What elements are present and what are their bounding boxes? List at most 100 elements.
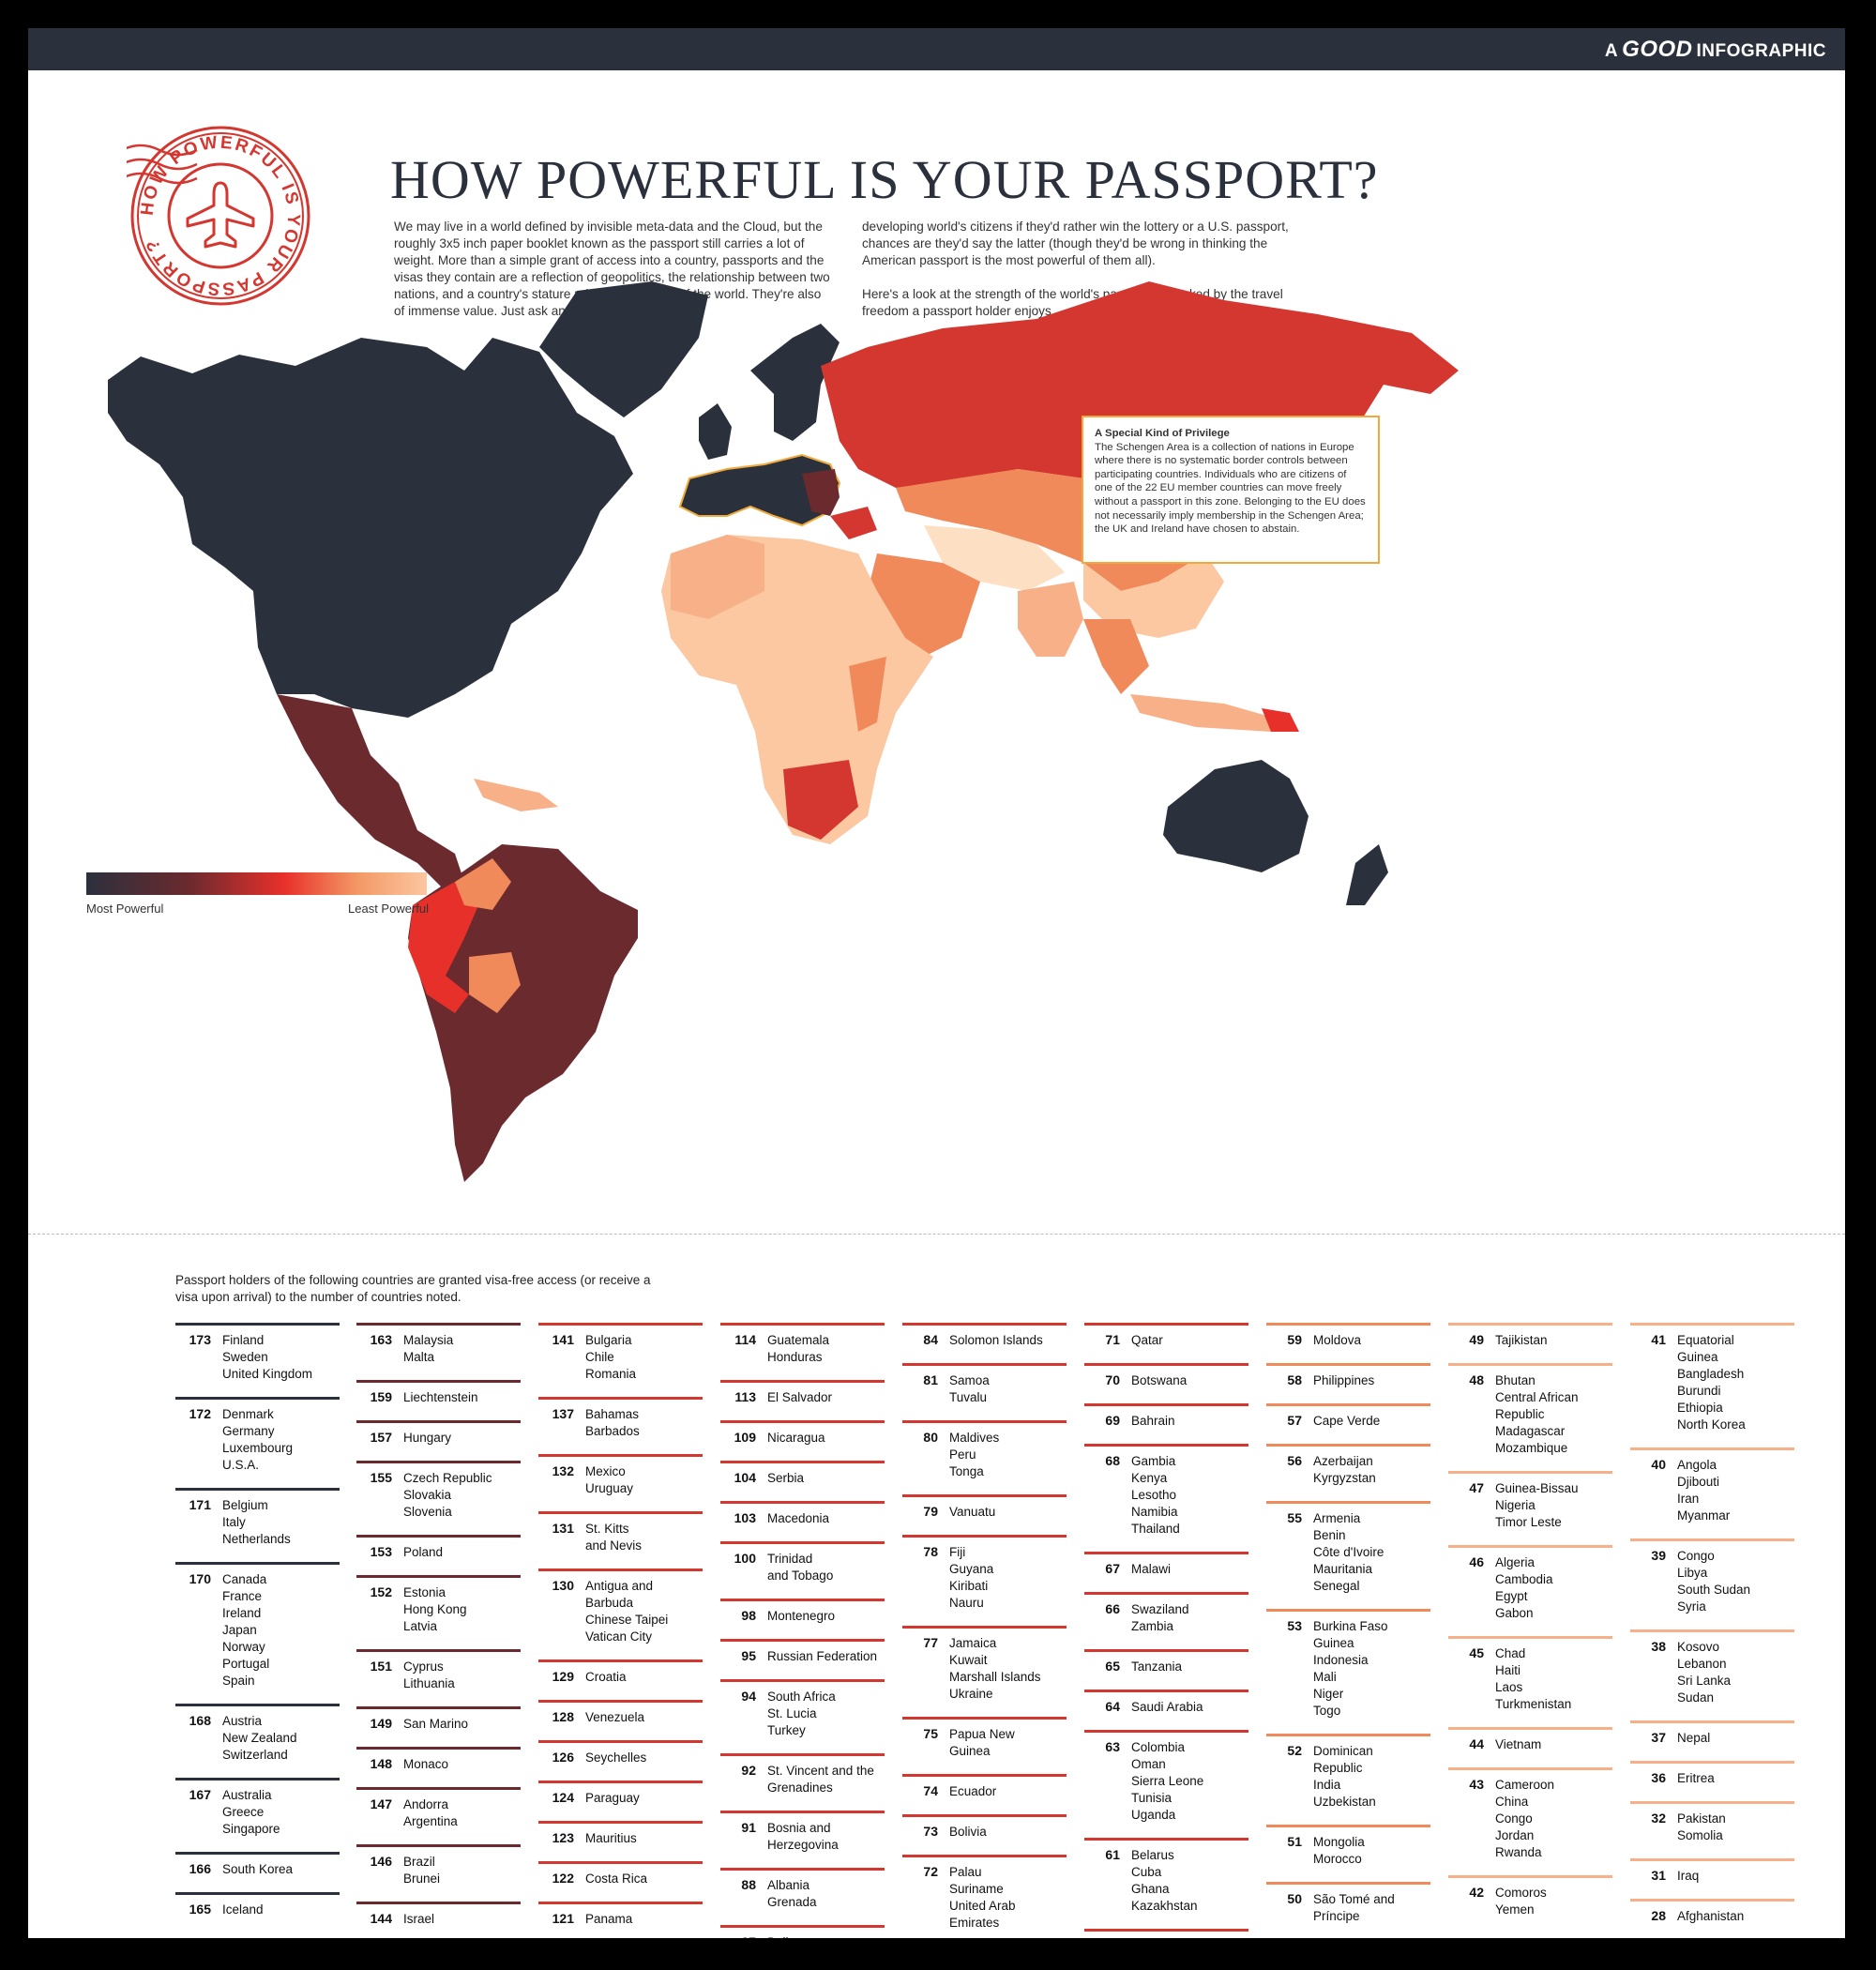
rank-divider-line	[1266, 1501, 1430, 1504]
country-name: Lesotho	[1131, 1488, 1177, 1502]
rank-count: 153	[370, 1544, 392, 1559]
country-name: Republic	[1495, 1407, 1545, 1421]
rank-divider-line	[175, 1778, 340, 1781]
rank-country-list: Philippines	[1313, 1372, 1374, 1389]
rank-count: 124	[552, 1790, 574, 1805]
country-name: Oman	[1131, 1757, 1166, 1771]
brand-mark: GOOD	[1622, 37, 1693, 62]
rank-count: 41	[1651, 1332, 1666, 1347]
country-name: Kyrgyzstan	[1313, 1471, 1376, 1485]
rank-country-list: Cameroon China Congo Jordan Rwanda	[1495, 1777, 1554, 1861]
rank-divider-line	[1084, 1363, 1248, 1366]
country-name: Mali	[1313, 1670, 1337, 1684]
brand-prefix: A	[1604, 41, 1619, 61]
rank-group: 171 Belgium Italy Netherlands	[175, 1488, 340, 1548]
rank-group: 155 Czech Republic Slovakia Slovenia	[356, 1461, 521, 1521]
country-name: Denmark	[222, 1407, 274, 1421]
country-name: Bangladesh	[1677, 1367, 1745, 1381]
country-name: Malta	[403, 1350, 435, 1364]
rank-group: 57 Cape Verde	[1266, 1403, 1430, 1430]
rank-country-list: Canada France Ireland Japan Norway Portugal Sp…	[222, 1571, 269, 1690]
rank-country-list: São Tomé and Príncipe	[1313, 1891, 1395, 1925]
rank-divider-line	[720, 1811, 885, 1813]
rank-country-list: Mongolia Morocco	[1313, 1834, 1365, 1868]
rank-divider-line	[720, 1380, 885, 1383]
rank-divider-line	[1084, 1929, 1248, 1932]
rank-group: 146 Brazil Brunei	[356, 1844, 521, 1887]
country-name: Djibouti	[1677, 1475, 1720, 1489]
rank-country-list: Angola Djibouti Iran Myanmar	[1677, 1457, 1730, 1524]
country-name: Libya	[1677, 1566, 1708, 1580]
rank-divider-line	[356, 1787, 521, 1790]
country-name: Pakistan	[1677, 1811, 1726, 1826]
country-name: Mozambique	[1495, 1441, 1568, 1455]
passport-stamp: HOW POWERFUL IS YOUR PASSPORT?	[127, 126, 310, 306]
rank-column: 173 Finland Sweden United Kingdom 172 Denmark…	[175, 1323, 340, 1932]
rank-group: 123 Mauritius	[538, 1821, 703, 1847]
rank-count: 56	[1287, 1453, 1302, 1468]
intro-text-left: We may live in a world defined by invisi…	[394, 219, 833, 337]
country-name: Togo	[1313, 1704, 1341, 1718]
rank-divider-line	[720, 1461, 885, 1463]
country-name: Mauritania	[1313, 1562, 1373, 1576]
country-name: Saudi Arabia	[1131, 1700, 1203, 1714]
country-name: Australia	[222, 1788, 272, 1802]
country-name: Príncipe	[1313, 1909, 1360, 1923]
country-name: Fiji	[949, 1545, 966, 1559]
papua-new-guinea	[1262, 708, 1299, 732]
rank-country-list: Qatar	[1131, 1332, 1163, 1349]
rank-group: 67 Malawi	[1084, 1552, 1248, 1578]
rank-country-list: Papua New Guinea	[949, 1726, 1015, 1760]
country-name: Colombia	[1131, 1740, 1186, 1754]
rank-column: 163 Malaysia Malta 159 Liechtenstein 157 Hunga…	[356, 1323, 521, 1938]
caribbean	[474, 779, 558, 811]
rank-count: 109	[734, 1430, 756, 1445]
country-name: Panama	[585, 1912, 633, 1926]
rank-divider-line	[1266, 1609, 1430, 1612]
rank-group: 129 Croatia	[538, 1659, 703, 1686]
rank-group: 40 Angola Djibouti Iran Myanmar	[1630, 1447, 1794, 1524]
country-name: Switzerland	[222, 1748, 288, 1762]
country-name: North Korea	[1677, 1417, 1746, 1432]
rank-group: 47 Guinea-Bissau Nigeria Timor Leste	[1448, 1471, 1612, 1531]
country-name: Guinea	[949, 1744, 991, 1758]
rank-group: 73 Bolivia	[902, 1814, 1067, 1841]
map-legend: Most Powerful Least Powerful	[86, 872, 429, 916]
rank-divider-line	[1084, 1323, 1248, 1326]
country-name: Canada	[222, 1572, 267, 1586]
country-name: Grenada	[767, 1895, 817, 1909]
rank-divider-line	[720, 1868, 885, 1871]
rank-divider-line	[720, 1599, 885, 1601]
country-name: Ukraine	[949, 1687, 993, 1701]
rank-country-list: Kosovo Lebanon Sri Lanka Sudan	[1677, 1639, 1731, 1706]
country-name: Greece	[222, 1805, 265, 1819]
country-name: Iran	[1677, 1492, 1700, 1506]
country-name: Eritrea	[1677, 1771, 1715, 1785]
country-name: Liechtenstein	[403, 1390, 478, 1404]
rank-count: 104	[734, 1470, 756, 1485]
rank-count: 71	[1105, 1332, 1120, 1347]
rank-count: 67	[1105, 1561, 1120, 1576]
country-name: Lithuania	[403, 1676, 455, 1690]
rank-country-list: Antigua and Barbuda Chinese Taipei Vatican …	[585, 1578, 668, 1645]
rank-country-list: Chad Haiti Laos Turkmenistan	[1495, 1645, 1571, 1713]
country-name: Tanzania	[1131, 1659, 1183, 1674]
rank-group: 170 Canada France Ireland Japan Norway Portuga…	[175, 1562, 340, 1690]
rank-count: 44	[1469, 1736, 1484, 1751]
rank-column: 84 Solomon Islands 81 Samoa Tuvalu 80 Maldives…	[902, 1323, 1067, 1938]
rank-group: 103 Macedonia	[720, 1501, 885, 1527]
rank-country-list: South Africa St. Lucia Turkey	[767, 1689, 836, 1739]
rank-count: 64	[1105, 1699, 1120, 1714]
country-name: Slovenia	[403, 1505, 452, 1519]
rank-divider-line	[1084, 1690, 1248, 1692]
rank-count: 61	[1105, 1847, 1120, 1862]
rank-group: 53 Burkina Faso Guinea Indonesia Mali Niger To…	[1266, 1609, 1430, 1720]
rank-column: 141 Bulgaria Chile Romania 137 Bahamas Barbado…	[538, 1323, 703, 1938]
country-name: Dominican	[1313, 1744, 1373, 1758]
country-name: Emirates	[949, 1916, 1000, 1930]
rank-divider-line	[902, 1774, 1067, 1777]
rank-divider-line	[538, 1511, 703, 1514]
country-name: South Africa	[767, 1690, 836, 1704]
rank-count: 31	[1651, 1868, 1666, 1883]
rank-country-list: Macedonia	[767, 1510, 829, 1527]
